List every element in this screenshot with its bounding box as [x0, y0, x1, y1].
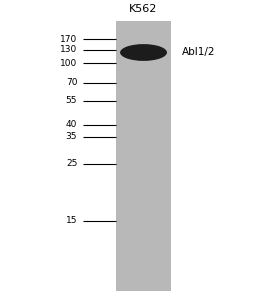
Text: 55: 55 — [66, 96, 77, 105]
Text: 100: 100 — [60, 58, 77, 68]
Text: 170: 170 — [60, 34, 77, 43]
Bar — [116, 21, 171, 291]
Text: K562: K562 — [129, 4, 158, 14]
Text: 15: 15 — [66, 216, 77, 225]
Text: 25: 25 — [66, 159, 77, 168]
Text: Abl1/2: Abl1/2 — [182, 47, 216, 58]
Text: 35: 35 — [66, 132, 77, 141]
Text: 40: 40 — [66, 120, 77, 129]
Ellipse shape — [120, 44, 167, 61]
Text: 70: 70 — [66, 78, 77, 87]
Text: 130: 130 — [60, 45, 77, 54]
